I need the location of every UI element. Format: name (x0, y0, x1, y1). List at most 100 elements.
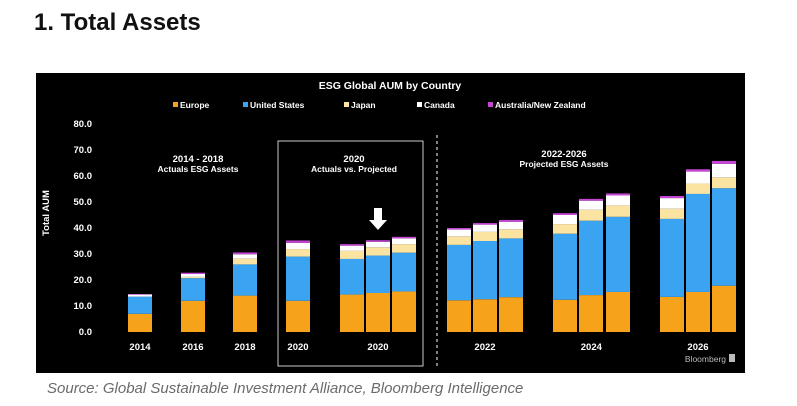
bar-segment-japan (340, 250, 364, 259)
bar-segment-canada (712, 163, 736, 178)
chart-svg: ESG Global AUM by Country Europe United S… (36, 73, 745, 373)
bar-stack (366, 240, 390, 332)
bar-segment-japan (499, 229, 523, 239)
y-tick-label: 70.0 (74, 145, 93, 156)
bar-segment-japan (660, 208, 684, 219)
bar-segment-united-states (286, 256, 310, 301)
legend-label-canada: Canada (424, 100, 455, 110)
bar-segment-europe (579, 295, 603, 332)
bar-segment-australia-new-zealand (712, 160, 736, 164)
x-tick-label: 2024 (581, 342, 603, 353)
bar-segment-australia-new-zealand (286, 240, 310, 243)
page-heading: 1. Total Assets (34, 9, 201, 36)
bar-segment-canada (553, 215, 577, 225)
section-subtitle-2020: Actuals vs. Projected (311, 164, 397, 174)
bar-segment-australia-new-zealand (553, 213, 577, 215)
bar-segment-europe (606, 291, 630, 332)
bar-segment-europe (473, 299, 497, 332)
bar-segment-australia-new-zealand (686, 169, 710, 172)
bar-segment-europe (366, 293, 390, 332)
bar-segment-united-states (181, 278, 205, 301)
bar-segment-japan (366, 247, 390, 256)
bar-segment-europe (712, 285, 736, 332)
bar-segment-canada (606, 195, 630, 206)
esg-aum-chart: ESG Global AUM by Country Europe United S… (36, 73, 745, 373)
bloomberg-watermark: Bloomberg (685, 354, 726, 364)
bar-segment-europe (233, 295, 257, 332)
bar-segment-united-states (392, 252, 416, 292)
bloomberg-mark-icon (729, 354, 735, 362)
legend-label-united-states: United States (250, 100, 305, 110)
bar-segment-united-states (340, 258, 364, 295)
bar-segment-united-states (233, 264, 257, 296)
bar-segment-australia-new-zealand (181, 272, 205, 275)
bar-stack (606, 193, 630, 332)
bar-segment-japan (447, 236, 471, 245)
bar-segment-australia-new-zealand (233, 252, 257, 255)
bar-stack (233, 252, 257, 332)
y-tick-label: 0.0 (79, 327, 92, 338)
bar-segment-australia-new-zealand (366, 240, 390, 242)
bar-stack (181, 272, 205, 332)
bar-segment-united-states (447, 244, 471, 301)
bar-segment-japan (286, 249, 310, 257)
bar-segment-canada (660, 198, 684, 209)
bar-stack (686, 169, 710, 332)
legend-swatch-europe (173, 102, 178, 107)
section-title-projected: 2022-2026 (541, 149, 586, 160)
bar-segment-united-states (686, 193, 710, 292)
bar-segment-europe (499, 297, 523, 332)
section-subtitle-actuals: Actuals ESG Assets (158, 164, 239, 174)
y-axis: 0.0 10.0 20.0 30.0 40.0 50.0 60.0 70.0 80.0 (74, 119, 93, 338)
bar-stack (340, 244, 364, 332)
bar-segment-europe (392, 291, 416, 332)
bar-segment-united-states (660, 218, 684, 297)
bar-segment-australia-new-zealand (579, 198, 603, 201)
bar-stack (286, 240, 310, 332)
bar-segment-europe (686, 291, 710, 332)
bar-stack (579, 198, 603, 332)
bar-segment-canada (366, 241, 390, 248)
legend-swatch-japan (344, 102, 349, 107)
bar-stack (392, 236, 416, 332)
section-title-actuals: 2014 - 2018 (173, 154, 224, 165)
bar-segment-japan (181, 276, 205, 279)
y-tick-label: 30.0 (74, 249, 93, 260)
bar-segment-canada (499, 221, 523, 230)
bar-segment-europe (128, 313, 152, 332)
x-axis-labels: 2014 2016 2018 2020 2020 2022 2024 2026 (129, 342, 708, 353)
bar-segment-australia-new-zealand (447, 228, 471, 230)
x-tick-label: 2020 (287, 342, 308, 353)
y-axis-label: Total AUM (41, 190, 52, 236)
bar-segment-europe (286, 300, 310, 332)
bar-segment-canada (181, 274, 205, 277)
bar-segment-japan (392, 244, 416, 253)
bar-segment-australia-new-zealand (392, 236, 416, 239)
bar-segment-japan (233, 258, 257, 265)
bar-segment-canada (286, 242, 310, 250)
bar-segment-australia-new-zealand (606, 193, 630, 196)
bar-segment-australia-new-zealand (499, 219, 523, 222)
bar-segment-canada (233, 254, 257, 259)
bars (128, 160, 736, 332)
x-tick-label: 2016 (182, 342, 203, 353)
bar-segment-japan (579, 209, 603, 221)
y-tick-label: 50.0 (74, 197, 93, 208)
bar-segment-canada (686, 171, 710, 184)
bar-segment-europe (340, 294, 364, 332)
bar-segment-australia-new-zealand (473, 223, 497, 225)
bar-stack (499, 219, 523, 332)
bar-stack (473, 223, 497, 332)
bar-segment-europe (660, 296, 684, 332)
y-tick-label: 10.0 (74, 301, 93, 312)
y-tick-label: 40.0 (74, 223, 93, 234)
legend-swatch-united-states (243, 102, 248, 107)
bar-segment-australia-new-zealand (128, 294, 152, 295)
bar-segment-united-states (712, 188, 736, 286)
bar-stack (660, 196, 684, 332)
x-tick-label: 2022 (474, 342, 495, 353)
y-tick-label: 80.0 (74, 119, 93, 130)
legend-swatch-canada (417, 102, 422, 107)
x-tick-label: 2014 (129, 342, 151, 353)
y-tick-label: 60.0 (74, 171, 93, 182)
